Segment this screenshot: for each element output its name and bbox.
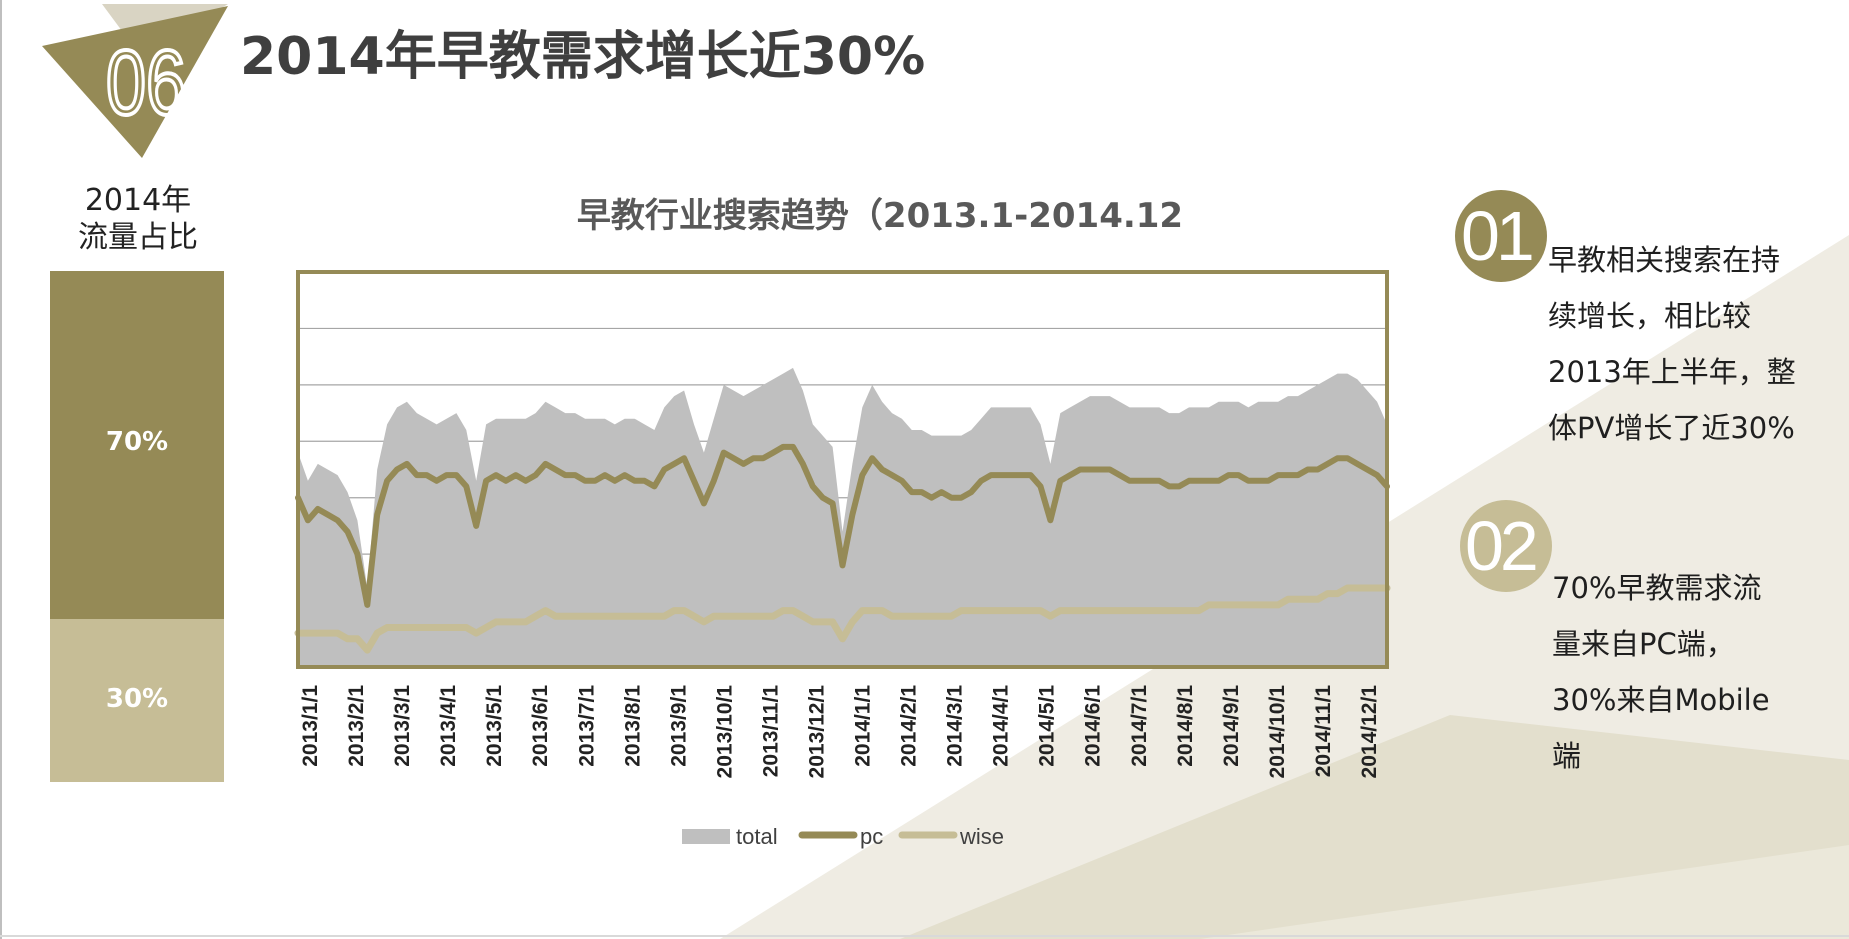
wise-share-bar: 30% — [50, 619, 224, 782]
series-total-area — [298, 367, 1387, 667]
x-tick-label: 2013/11/1 — [759, 685, 782, 778]
x-tick-label: 2013/6/1 — [529, 685, 552, 767]
x-tick-label: 2013/12/1 — [806, 685, 829, 779]
x-tick-label: 2013/2/1 — [345, 685, 368, 767]
x-tick-label: 2014/6/1 — [1082, 685, 1105, 767]
point-01-line-1: 早教相关搜索在持 — [1548, 243, 1781, 277]
x-tick-label: 2013/7/1 — [575, 685, 598, 767]
x-tick-label: 2014/11/1 — [1312, 685, 1335, 778]
x-tick-label: 2013/10/1 — [713, 685, 736, 779]
point-text-01: 早教相关搜索在持 续增长，相比较 2013年上半年，整 体PV增长了近30% — [1548, 232, 1796, 456]
x-tick-label: 2013/4/1 — [437, 685, 460, 767]
point-02-line-1: 70%早教需求流 — [1552, 571, 1762, 605]
x-tick-label: 2013/3/1 — [391, 685, 414, 767]
x-tick-label: 2014/12/1 — [1358, 685, 1381, 779]
x-tick-label: 2014/10/1 — [1266, 685, 1289, 779]
slide-number-badge: 06 — [42, 4, 228, 158]
traffic-share-title-line2: 流量占比 — [78, 220, 198, 255]
x-tick-label: 2014/3/1 — [944, 685, 967, 767]
pc-share-label: 70% — [105, 427, 169, 457]
x-tick-label: 2014/7/1 — [1128, 685, 1151, 767]
page-title: 2014年早教需求增长近30% — [240, 27, 926, 87]
x-tick-label: 2013/8/1 — [621, 685, 644, 767]
point-number-circle-01 — [1455, 190, 1547, 282]
point-01-line-2: 续增长，相比较 — [1548, 299, 1752, 333]
legend-label-total: total — [736, 824, 778, 849]
series-pc-line — [295, 443, 1390, 608]
x-tick-label: 2014/5/1 — [1036, 685, 1059, 767]
point-number-02: 02 — [1465, 507, 1539, 585]
legend-label-wise: wise — [959, 824, 1004, 849]
point-01-line-3: 2013年上半年，整 — [1548, 355, 1796, 389]
legend-label-pc: pc — [860, 824, 883, 849]
point-02-line-4: 端 — [1552, 739, 1582, 773]
point-text-02: 70%早教需求流 量来自PC端， 30%来自Mobile 端 — [1552, 560, 1770, 784]
x-tick-label: 2014/1/1 — [852, 685, 875, 767]
traffic-share-title-line1: 2014年 — [84, 183, 192, 218]
pc-share-bar: 70% — [50, 271, 224, 619]
x-tick-label: 2014/2/1 — [898, 685, 921, 767]
x-tick-label: 2014/8/1 — [1174, 685, 1197, 767]
x-tick-label: 2013/1/1 — [299, 685, 322, 767]
series-wise-line — [294, 584, 1391, 654]
point-number-circle-02 — [1460, 500, 1552, 592]
point-02-line-3: 30%来自Mobile — [1552, 683, 1770, 717]
slide-number: 06 — [106, 32, 186, 134]
search-trend-chart: 2013/1/1 2013/2/1 2013/3/1 2013/4/1 2013/5/1… — [294, 270, 1391, 849]
chart-title: 早教行业搜索趋势（2013.1-2014.12 — [576, 196, 1184, 236]
legend-swatch-total — [682, 829, 730, 844]
x-tick-label: 2014/4/1 — [990, 685, 1013, 767]
x-tick-label: 2014/9/1 — [1220, 685, 1243, 767]
x-tick-label: 2013/9/1 — [667, 685, 690, 767]
x-tick-label: 2013/5/1 — [483, 685, 506, 767]
traffic-share-title: 2014年 流量占比 — [40, 182, 236, 256]
point-number-01: 01 — [1461, 197, 1535, 275]
point-01-line-4: 体PV增长了近30% — [1548, 411, 1795, 445]
wise-share-label: 30% — [105, 684, 169, 714]
plot-frame — [296, 270, 1389, 669]
point-02-line-2: 量来自PC端， — [1552, 627, 1735, 661]
